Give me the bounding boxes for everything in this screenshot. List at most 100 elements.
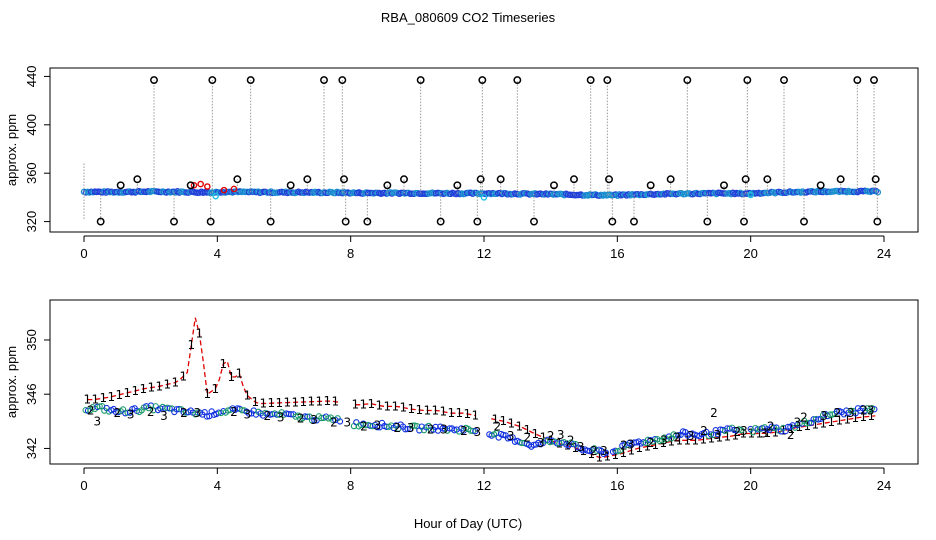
bottom-series-1-marker: 1: [392, 399, 400, 413]
bottom-series-1-marker: 1: [84, 393, 92, 407]
top-spike-point: [116, 181, 125, 190]
top-y-axis-title: approx. ppm: [4, 114, 19, 186]
bottom-series-1-marker: 1: [668, 435, 676, 449]
top-highlight-point: [747, 191, 754, 199]
bottom-series-1-marker: 1: [660, 436, 668, 450]
top-spike-point: [743, 76, 752, 84]
bottom-series-1-marker: 1: [844, 412, 852, 426]
bottom-series-1-marker: 1: [360, 397, 368, 411]
bottom-series-1-line: [87, 317, 340, 405]
top-spike-point: [720, 181, 728, 190]
bottom-series-3-marker: 3: [760, 427, 768, 441]
bottom-series-1-marker: 1: [308, 395, 316, 409]
bottom-series-1-marker: 1: [628, 443, 636, 457]
bottom-baseline-point: [336, 418, 344, 425]
bottom-series-1-marker: 1: [108, 390, 116, 404]
bottom-series-2-marker: 2: [147, 405, 155, 419]
bottom-x-tick-label: 20: [743, 478, 757, 493]
top-spike-point: [473, 217, 482, 226]
bottom-series-1-marker: 1: [652, 438, 660, 452]
bottom-y-axis-title: approx. ppm: [4, 346, 19, 418]
bottom-series-1-marker: 1: [156, 379, 164, 393]
bottom-baseline-point: [374, 424, 381, 431]
top-panel-series: [80, 76, 882, 226]
top-highlight-point: [190, 181, 198, 189]
top-spike-point: [186, 181, 195, 190]
bottom-series-1-marker: 1: [316, 394, 324, 408]
bottom-series-1-marker: 1: [756, 427, 764, 441]
bottom-series-3-marker: 3: [687, 429, 695, 443]
bottom-series-1-marker: 1: [220, 357, 228, 371]
bottom-series-2-marker: 2: [394, 421, 402, 435]
bottom-series-1-marker: 1: [508, 417, 516, 431]
bottom-y-tick-label: 346: [24, 383, 39, 405]
bottom-series-2-marker: 2: [734, 425, 742, 439]
bottom-series-3-marker: 3: [94, 414, 102, 428]
bottom-series-3-marker: 3: [794, 416, 802, 430]
bottom-series-1-marker: 1: [124, 386, 132, 400]
top-spike-point: [340, 175, 348, 184]
bottom-series-1-marker: 1: [772, 425, 780, 439]
top-y-tick-label: 320: [24, 211, 39, 233]
bottom-series-1-marker: 1: [384, 399, 392, 413]
top-spike-point: [453, 181, 462, 190]
bottom-series-1-marker: 1: [180, 369, 188, 383]
figure-title: RBA_080609 CO2 Timeseries: [381, 10, 556, 25]
top-spike-point: [286, 181, 295, 190]
top-spike-point: [478, 76, 487, 84]
bottom-series-3-marker: 3: [407, 421, 415, 435]
top-spike-point: [550, 181, 558, 190]
top-spike-point: [363, 217, 372, 226]
bottom-baseline-point: [472, 427, 479, 435]
top-spike-point: [338, 76, 347, 84]
bottom-series-1-marker: 1: [204, 387, 212, 401]
top-spike-point: [570, 175, 578, 184]
bottom-series-1-marker: 1: [228, 370, 236, 384]
top-y-tick-label: 360: [24, 162, 39, 184]
bottom-series-2-marker: 2: [787, 428, 795, 442]
top-spike-point: [870, 76, 878, 84]
bottom-series-3-marker: 3: [344, 416, 352, 430]
top-spike-point: [206, 217, 215, 226]
bottom-series-1-marker: 1: [868, 409, 876, 423]
bottom-series-1-marker: 1: [300, 395, 308, 409]
top-highlight-point: [197, 180, 204, 188]
bottom-series-2-marker: 2: [460, 424, 468, 438]
top-spike-point: [741, 175, 750, 184]
bottom-series-3-marker: 3: [440, 422, 448, 436]
bottom-series-1-marker: 1: [580, 444, 588, 458]
top-x-tick-label: 8: [347, 246, 354, 261]
bottom-series-1-marker: 1: [692, 433, 700, 447]
bottom-series-1-marker: 1: [764, 426, 772, 440]
bottom-series-1-marker: 1: [268, 396, 276, 410]
bottom-series-3-marker: 3: [714, 428, 722, 442]
bottom-series-3-marker: 3: [660, 433, 668, 447]
bottom-series-3-marker: 3: [557, 428, 565, 442]
bottom-baseline-point: [245, 410, 253, 417]
bottom-series-1-marker: 1: [612, 448, 620, 462]
bottom-series-3-marker: 3: [310, 413, 318, 427]
bottom-series-1-marker: 1: [684, 433, 692, 447]
bottom-series-1-marker: 1: [620, 446, 628, 460]
top-spike-point: [608, 217, 617, 226]
bottom-baseline-point: [287, 411, 295, 418]
bottom-series-1-marker: 1: [588, 447, 596, 461]
bottom-y-tick-label: 350: [24, 329, 39, 351]
bottom-series-1-marker: 1: [188, 338, 196, 352]
bottom-series-2-marker: 2: [710, 406, 718, 420]
bottom-series-1-marker: 1: [284, 396, 292, 410]
bottom-series-1-marker: 1: [92, 392, 100, 406]
bottom-series-3-marker: 3: [867, 403, 875, 417]
bottom-baseline-point: [602, 449, 610, 456]
bottom-baseline-point: [175, 405, 183, 413]
bottom-baseline-point: [770, 424, 778, 432]
bottom-series-3-marker: 3: [847, 406, 855, 420]
top-x-tick-label: 0: [80, 246, 87, 261]
bottom-series-1-marker: 1: [524, 423, 532, 437]
top-spike-point: [780, 76, 788, 84]
bottom-x-tick-label: 0: [80, 478, 87, 493]
bottom-series-1-marker: 1: [636, 441, 644, 455]
bottom-series-1-marker: 1: [236, 367, 244, 381]
